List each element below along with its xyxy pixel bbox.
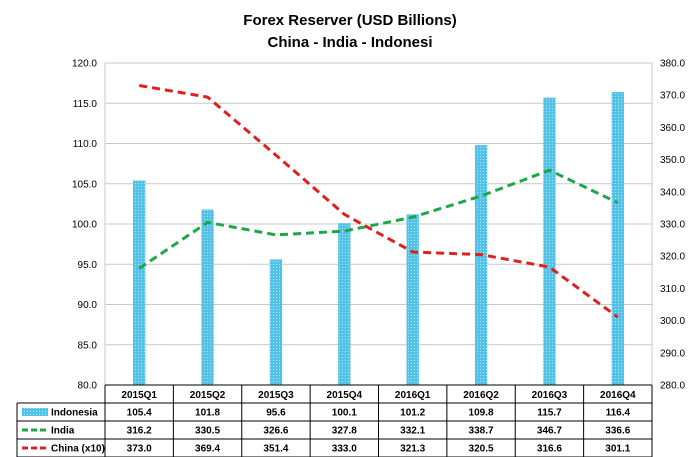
table-cell: 351.4 bbox=[263, 444, 288, 455]
series-label: Indonesia bbox=[51, 408, 98, 419]
indonesia-bar bbox=[611, 91, 624, 385]
indonesia-bar bbox=[543, 97, 556, 386]
table-cell: 301.1 bbox=[605, 444, 630, 455]
table-cell: 330.5 bbox=[195, 426, 220, 437]
right-axis-tick-label: 320.0 bbox=[660, 252, 685, 263]
left-axis-tick-label: 115.0 bbox=[73, 99, 98, 110]
table-cell: 369.4 bbox=[195, 444, 220, 455]
left-axis-ticks: 80.0 85.0 90.0 95.0 100.0 105.0 110.0 115.0 120.… bbox=[72, 59, 97, 392]
china-line bbox=[138, 84, 619, 319]
table-cell: 346.7 bbox=[537, 426, 562, 437]
data-table: 2015Q1 2015Q2 2015Q3 2015Q4 2016Q1 2016Q2 2016… bbox=[16, 384, 653, 457]
table-cell: 101.2 bbox=[400, 408, 425, 419]
table-cell: 115.7 bbox=[537, 408, 562, 419]
left-axis-tick-label: 110.0 bbox=[73, 139, 98, 150]
category-label: 2016Q2 bbox=[463, 390, 499, 401]
right-axis-tick-label: 360.0 bbox=[660, 123, 685, 134]
right-axis-tick-label: 350.0 bbox=[660, 155, 685, 166]
left-axis-tick-label: 105.0 bbox=[72, 179, 97, 190]
chart-title: Forex Reserver (USD Billions) bbox=[243, 12, 456, 29]
category-label: 2015Q4 bbox=[327, 390, 363, 401]
indonesia-bar bbox=[269, 259, 283, 385]
gridlines bbox=[104, 62, 653, 386]
category-label: 2016Q4 bbox=[600, 390, 636, 401]
left-axis-tick-label: 85.0 bbox=[78, 340, 98, 351]
indonesia-bars bbox=[133, 91, 624, 386]
series-label: India bbox=[51, 426, 75, 437]
table-cell: 332.1 bbox=[400, 426, 425, 437]
right-axis-tick-label: 380.0 bbox=[660, 59, 685, 70]
category-label: 2015Q2 bbox=[190, 390, 226, 401]
table-cell: 333.0 bbox=[332, 444, 357, 455]
left-axis-tick-label: 100.0 bbox=[72, 220, 97, 231]
table-cell: 327.8 bbox=[332, 426, 357, 437]
indonesia-bar bbox=[474, 145, 488, 385]
table-cell: 100.1 bbox=[332, 408, 357, 419]
table-cell: 95.6 bbox=[266, 408, 286, 419]
table-cell: 321.3 bbox=[400, 444, 425, 455]
line-series bbox=[138, 84, 619, 319]
category-label: 2016Q3 bbox=[532, 390, 568, 401]
table-cell: 101.8 bbox=[195, 408, 220, 419]
right-axis-tick-label: 280.0 bbox=[660, 381, 685, 392]
series-label: China (x10) bbox=[51, 444, 105, 455]
left-axis-tick-label: 120.0 bbox=[72, 59, 97, 70]
indonesia-bar bbox=[406, 214, 419, 385]
table-cell: 105.4 bbox=[127, 408, 152, 419]
right-axis-tick-label: 370.0 bbox=[660, 91, 685, 102]
table-cell: 316.2 bbox=[127, 426, 152, 437]
right-axis-tick-label: 310.0 bbox=[660, 284, 685, 295]
left-axis-tick-label: 80.0 bbox=[78, 381, 98, 392]
left-axis-tick-label: 90.0 bbox=[78, 300, 98, 311]
table-cell: 109.8 bbox=[469, 408, 494, 419]
table-cell: 116.4 bbox=[606, 408, 631, 419]
table-cell: 320.5 bbox=[469, 444, 494, 455]
indonesia-bar bbox=[338, 223, 351, 385]
category-label: 2015Q3 bbox=[258, 390, 294, 401]
chart-subtitle: China - India - Indonesi bbox=[268, 34, 433, 51]
right-axis-ticks: 280.0 290.0 300.0 310.0 320.0 330.0 340.0 350.0… bbox=[660, 59, 685, 392]
table-cell: 336.6 bbox=[605, 426, 630, 437]
category-label: 2016Q1 bbox=[395, 390, 431, 401]
table-cell: 338.7 bbox=[469, 426, 494, 437]
indonesia-bar bbox=[133, 180, 146, 385]
table-cell: 316.6 bbox=[537, 444, 562, 455]
indonesia-bar bbox=[201, 209, 214, 385]
table-cell: 373.0 bbox=[127, 444, 152, 455]
india-line bbox=[138, 168, 619, 270]
right-axis-tick-label: 290.0 bbox=[660, 348, 685, 359]
legend-key-indonesia bbox=[22, 408, 48, 416]
table-cell: 326.6 bbox=[263, 426, 288, 437]
right-axis-tick-label: 340.0 bbox=[660, 187, 685, 198]
left-axis-tick-label: 95.0 bbox=[78, 260, 98, 271]
right-axis-tick-label: 330.0 bbox=[660, 220, 685, 231]
right-axis-tick-label: 300.0 bbox=[660, 316, 685, 327]
category-label: 2015Q1 bbox=[121, 390, 157, 401]
